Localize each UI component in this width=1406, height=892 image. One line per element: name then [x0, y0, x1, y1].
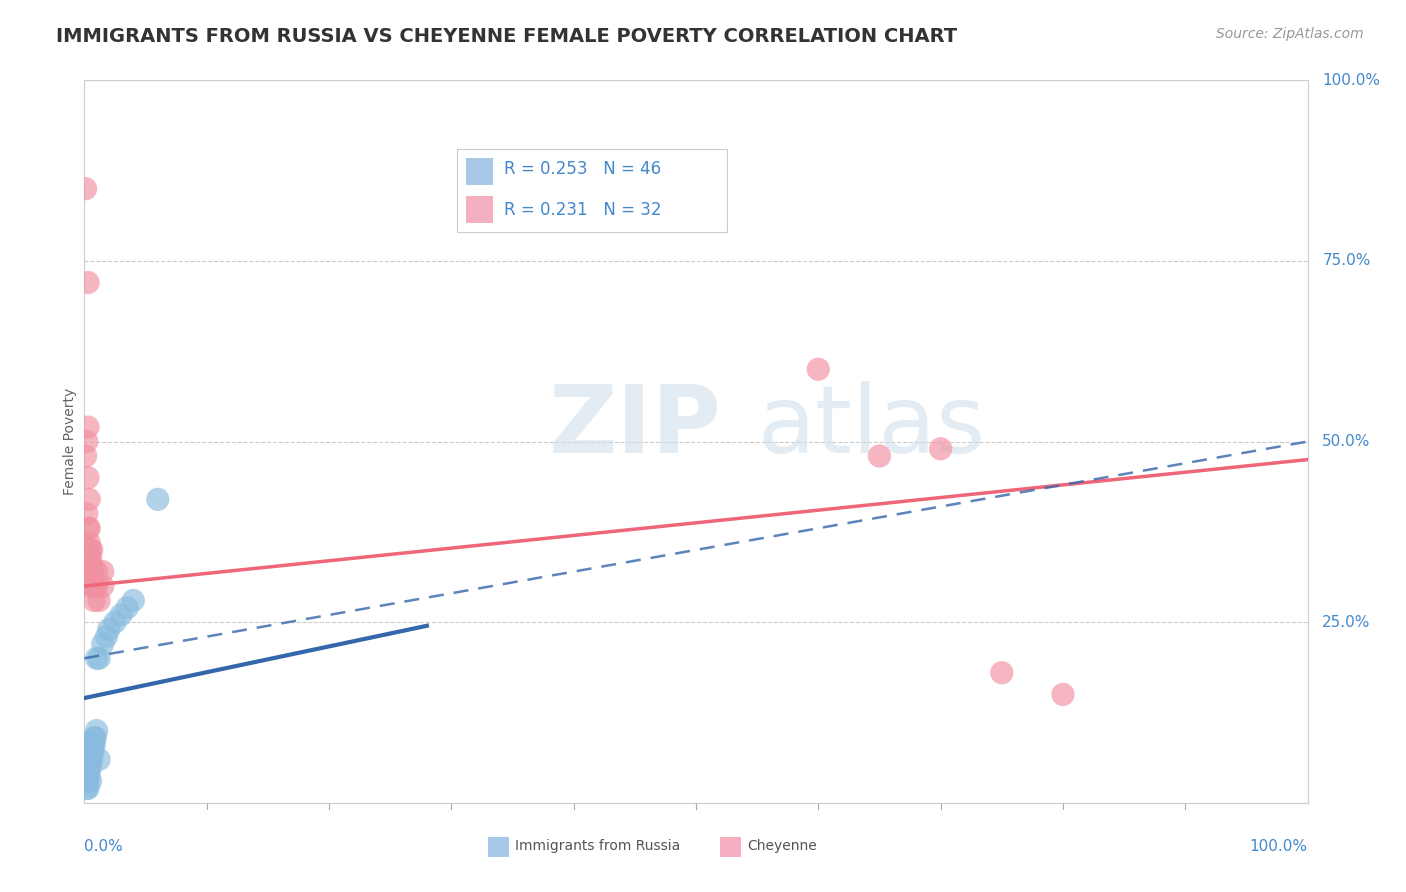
- Point: [76, 434, 98, 449]
- Point: [77, 745, 100, 759]
- Point: [75, 182, 97, 196]
- Text: R = 0.231   N = 32: R = 0.231 N = 32: [503, 201, 661, 219]
- Point: [77, 752, 100, 766]
- Point: [77, 774, 100, 789]
- Point: [80, 752, 103, 766]
- Point: [76, 507, 98, 521]
- Point: [86, 579, 108, 593]
- Point: [77, 745, 100, 759]
- Point: [79, 774, 101, 789]
- Point: [79, 579, 101, 593]
- Point: [80, 558, 103, 572]
- Point: [807, 362, 830, 376]
- Point: [115, 600, 138, 615]
- Point: [75, 774, 97, 789]
- Point: [79, 550, 101, 565]
- Point: [80, 745, 103, 759]
- Point: [86, 723, 108, 738]
- Point: [82, 579, 104, 593]
- Text: 75.0%: 75.0%: [1322, 253, 1371, 268]
- Point: [77, 535, 100, 549]
- Point: [77, 760, 100, 774]
- Text: ZIP: ZIP: [550, 381, 723, 473]
- Point: [80, 565, 103, 579]
- Point: [91, 565, 114, 579]
- Point: [75, 760, 97, 774]
- Point: [79, 752, 101, 766]
- Point: [77, 752, 100, 766]
- Point: [77, 276, 100, 290]
- Point: [96, 630, 118, 644]
- Text: 100.0%: 100.0%: [1322, 73, 1381, 87]
- Point: [104, 615, 127, 630]
- Point: [76, 760, 98, 774]
- Text: 0.0%: 0.0%: [84, 838, 124, 854]
- Text: atlas: atlas: [758, 381, 986, 473]
- FancyBboxPatch shape: [457, 149, 727, 232]
- Point: [83, 738, 105, 752]
- Point: [77, 521, 100, 535]
- Point: [77, 781, 100, 796]
- Point: [76, 774, 98, 789]
- Point: [97, 623, 120, 637]
- Text: IMMIGRANTS FROM RUSSIA VS CHEYENNE FEMALE POVERTY CORRELATION CHART: IMMIGRANTS FROM RUSSIA VS CHEYENNE FEMAL…: [56, 27, 957, 45]
- Point: [82, 738, 104, 752]
- Point: [87, 752, 110, 766]
- Point: [82, 565, 104, 579]
- Point: [75, 767, 97, 781]
- Point: [77, 492, 100, 507]
- Point: [79, 565, 101, 579]
- Text: R = 0.253   N = 46: R = 0.253 N = 46: [503, 161, 661, 178]
- Point: [91, 637, 114, 651]
- Point: [77, 738, 100, 752]
- Bar: [465, 196, 494, 223]
- Bar: [465, 158, 494, 185]
- Point: [77, 420, 100, 434]
- Bar: [488, 837, 509, 857]
- Text: Immigrants from Russia: Immigrants from Russia: [515, 839, 681, 853]
- Point: [79, 760, 101, 774]
- Point: [76, 781, 98, 796]
- Y-axis label: Female Poverty: Female Poverty: [63, 388, 77, 495]
- Text: Source: ZipAtlas.com: Source: ZipAtlas.com: [1216, 27, 1364, 41]
- Point: [83, 593, 105, 607]
- Point: [86, 565, 108, 579]
- Text: 100.0%: 100.0%: [1250, 838, 1308, 854]
- Point: [80, 542, 103, 557]
- Point: [869, 449, 891, 463]
- Text: 50.0%: 50.0%: [1322, 434, 1371, 449]
- Point: [76, 767, 98, 781]
- Point: [84, 579, 107, 593]
- Point: [84, 731, 107, 745]
- Point: [77, 767, 100, 781]
- Point: [77, 738, 100, 752]
- Text: Cheyenne: Cheyenne: [748, 839, 817, 853]
- Point: [83, 731, 105, 745]
- Point: [75, 752, 97, 766]
- Text: 25.0%: 25.0%: [1322, 615, 1371, 630]
- Point: [82, 745, 104, 759]
- Point: [991, 665, 1014, 680]
- Point: [146, 492, 169, 507]
- Point: [76, 738, 98, 752]
- Point: [77, 760, 100, 774]
- Point: [75, 449, 97, 463]
- Point: [79, 745, 101, 759]
- Point: [76, 745, 98, 759]
- Point: [91, 579, 114, 593]
- Bar: [720, 837, 741, 857]
- Point: [77, 767, 100, 781]
- Point: [77, 521, 100, 535]
- Point: [87, 593, 110, 607]
- Point: [122, 593, 145, 607]
- Point: [110, 607, 132, 622]
- Point: [86, 651, 108, 665]
- Point: [929, 442, 952, 456]
- Point: [87, 651, 110, 665]
- Point: [76, 752, 98, 766]
- Point: [77, 470, 100, 484]
- Point: [79, 542, 101, 557]
- Point: [1052, 687, 1074, 701]
